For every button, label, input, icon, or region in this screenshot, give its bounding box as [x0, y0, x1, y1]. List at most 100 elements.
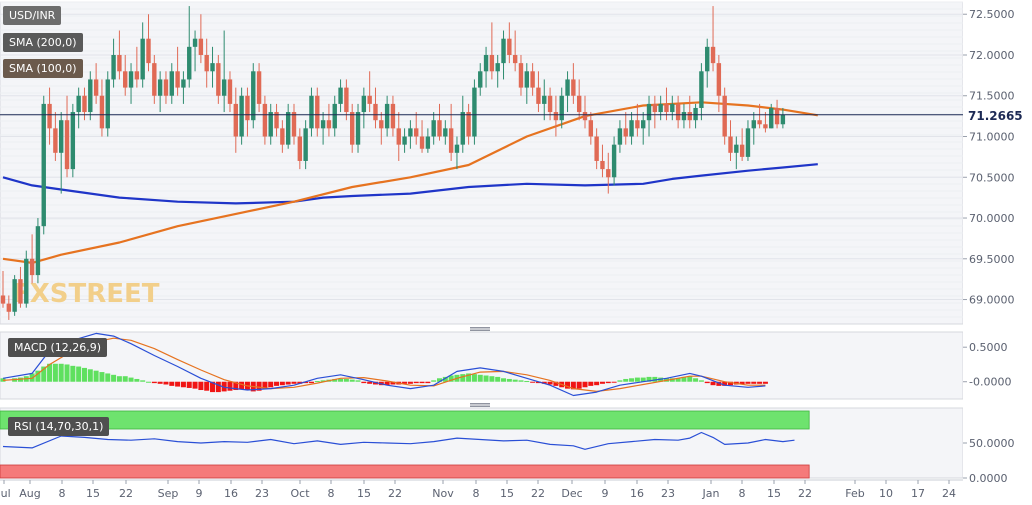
macd-hist-bar [274, 381, 280, 386]
date-tick-label: 15 [86, 487, 100, 500]
candle [99, 79, 105, 137]
candle-body [641, 120, 646, 129]
macd-hist-bar [93, 370, 99, 382]
candle-body [93, 79, 99, 96]
macd-hist-bar [710, 381, 716, 386]
candle [367, 71, 372, 113]
candle [140, 22, 145, 88]
candle-body [256, 71, 262, 104]
candle-body [221, 79, 227, 96]
macd-hist-bar [739, 381, 745, 385]
candle-body [128, 71, 134, 88]
candle [571, 63, 576, 104]
candle [774, 99, 780, 129]
candle-body [606, 169, 611, 178]
candle-body [705, 46, 710, 72]
macd-legend[interactable]: MACD (12,26,9) [8, 338, 108, 357]
macd-hist-bar [425, 381, 431, 384]
macd-hist-bar [169, 381, 175, 386]
macd-hist-bar [320, 380, 326, 382]
candle-body [169, 71, 174, 96]
macd-line [2, 332, 766, 397]
macd-hist-bar [285, 381, 291, 385]
candle-body [245, 95, 250, 121]
candle-body [769, 107, 774, 129]
candle-body [47, 103, 52, 129]
macd-hist-bar [605, 381, 611, 384]
date-tick-label: 8 [328, 487, 335, 500]
candle-body [76, 95, 81, 113]
date-tick-label: 22 [388, 487, 402, 500]
macd-hist-bar [745, 381, 751, 384]
candle [530, 63, 535, 96]
macd-hist-bar [343, 378, 349, 382]
candle-body [192, 38, 198, 47]
date-tick-label: Dec [561, 487, 582, 500]
sma200-legend[interactable]: SMA (200,0) [3, 33, 83, 52]
macd-hist-bar [35, 370, 41, 382]
candle [245, 87, 250, 137]
candle-body [134, 71, 140, 80]
macd-hist-bar [413, 381, 419, 384]
candle-body [501, 38, 506, 64]
candle-body [611, 144, 617, 178]
candle-body [6, 303, 12, 312]
candle-body [59, 120, 64, 153]
rsi-line [2, 431, 795, 450]
candle-body [88, 79, 93, 113]
macd-hist-bar [157, 381, 163, 384]
macd-hist-bar [623, 378, 629, 382]
candle-body [105, 79, 110, 129]
candle [722, 87, 727, 145]
candle-body [384, 103, 390, 129]
date-tick-label: 23 [255, 487, 269, 500]
candle-body [274, 112, 279, 129]
candle-body [175, 71, 180, 88]
price-tick-label: 69.0000 [969, 294, 1015, 307]
macd-hist-bar [437, 378, 442, 382]
date-tick-label: 15 [767, 487, 781, 500]
rsi-resize-handle[interactable] [470, 403, 490, 407]
rsi-legend[interactable]: RSI (14,70,30,1) [8, 417, 110, 436]
candle [123, 54, 128, 96]
candle [12, 275, 17, 316]
candle [169, 63, 174, 104]
candle [303, 120, 308, 170]
macd-resize-handle[interactable] [470, 327, 490, 331]
candle [670, 95, 675, 121]
macd-hist-bar [279, 381, 285, 386]
candle-body [24, 258, 29, 304]
candle-body [280, 128, 285, 145]
candle [507, 22, 512, 64]
date-tick-label: 8 [739, 487, 746, 500]
candle [390, 95, 396, 137]
candle [739, 128, 745, 161]
macd-hist-bar [535, 381, 541, 384]
candle [524, 63, 529, 104]
macd-hist-bar [372, 381, 378, 385]
candle-body [268, 112, 273, 137]
macd-hist-bar [140, 380, 146, 382]
candle [576, 79, 582, 121]
candle [344, 79, 349, 121]
candle [757, 103, 762, 129]
sma100-legend[interactable]: SMA (100,0) [3, 59, 83, 78]
macd-hist-bar [553, 381, 559, 386]
macd-hist-bar [367, 381, 373, 384]
macd-hist-bar [105, 373, 111, 382]
candle [745, 120, 751, 161]
candle [699, 63, 704, 121]
candle-body [216, 63, 221, 96]
candle-body [187, 46, 192, 80]
macd-hist-bar [308, 381, 314, 384]
rsi-tick-label: 0.0000 [969, 472, 1008, 485]
macd-hist-bar [419, 381, 425, 384]
macd-hist-bar [448, 375, 454, 382]
macd-hist-bar [466, 373, 472, 382]
candle-body [734, 144, 739, 153]
candle [652, 95, 658, 129]
macd-hist-bar [163, 381, 169, 385]
macd-hist-bar [151, 381, 157, 384]
price-tick-label: 69.5000 [969, 253, 1015, 266]
